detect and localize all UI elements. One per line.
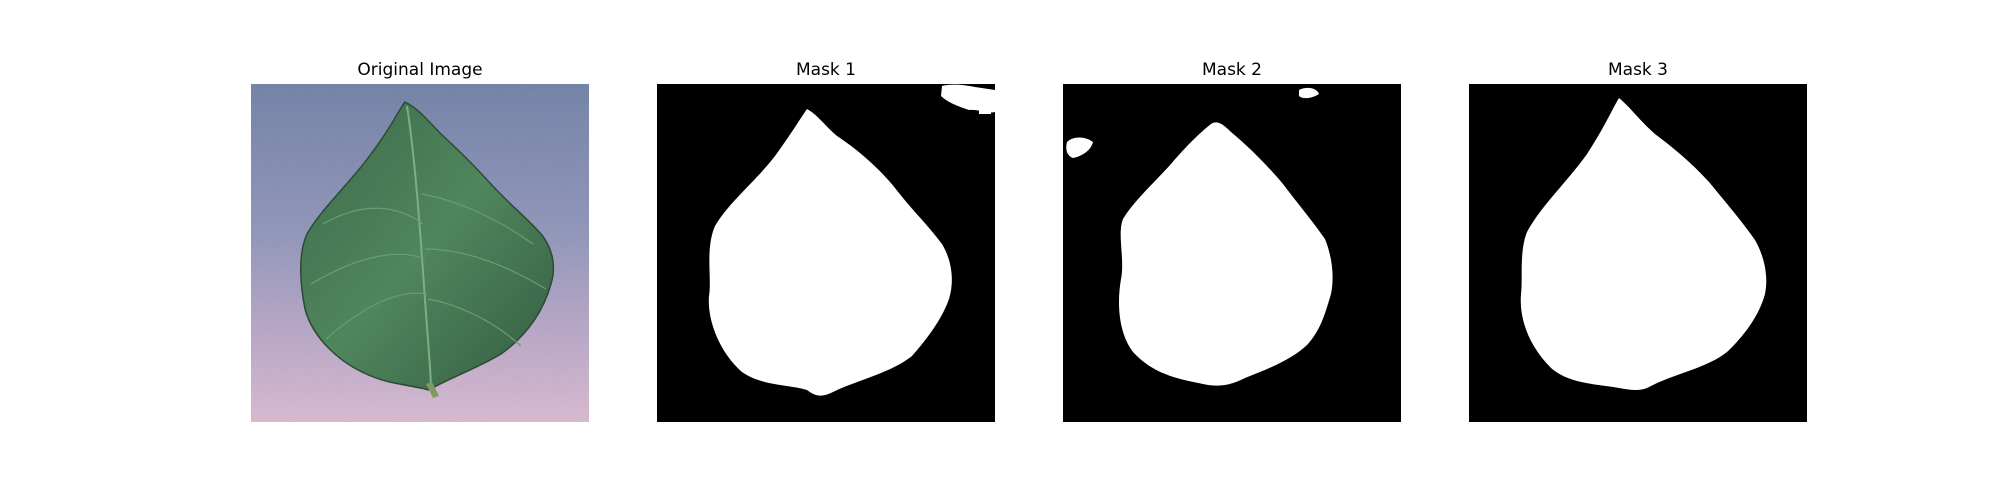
panel-title-original-image: Original Image — [357, 60, 483, 80]
mask-3-panel: Mask 3 — [1469, 0, 1807, 500]
panel-title-mask-2: Mask 2 — [1201, 60, 1262, 80]
mask-2-noise-region-top — [1299, 87, 1319, 99]
panel-title-mask-1: Mask 1 — [795, 60, 856, 80]
mask-2-panel: Mask 2 — [1063, 0, 1401, 500]
panel-title-mask-3: Mask 3 — [1607, 60, 1668, 80]
mask-2-noise-region-left — [1066, 137, 1093, 158]
mask-1-noise-region — [941, 84, 995, 113]
mask-1-leaf-region — [708, 109, 952, 396]
mask-1-image — [657, 84, 995, 422]
mask-3-leaf-region — [1520, 98, 1767, 390]
mask-2-leaf-region — [1118, 122, 1333, 386]
original-image-panel: Original Image — [251, 0, 589, 500]
mask-1-panel: Mask 1 — [657, 0, 995, 500]
original-leaf-photo — [251, 84, 589, 422]
mask-3-image — [1469, 84, 1807, 422]
mask-2-image — [1063, 84, 1401, 422]
leaf-shape — [299, 101, 555, 391]
